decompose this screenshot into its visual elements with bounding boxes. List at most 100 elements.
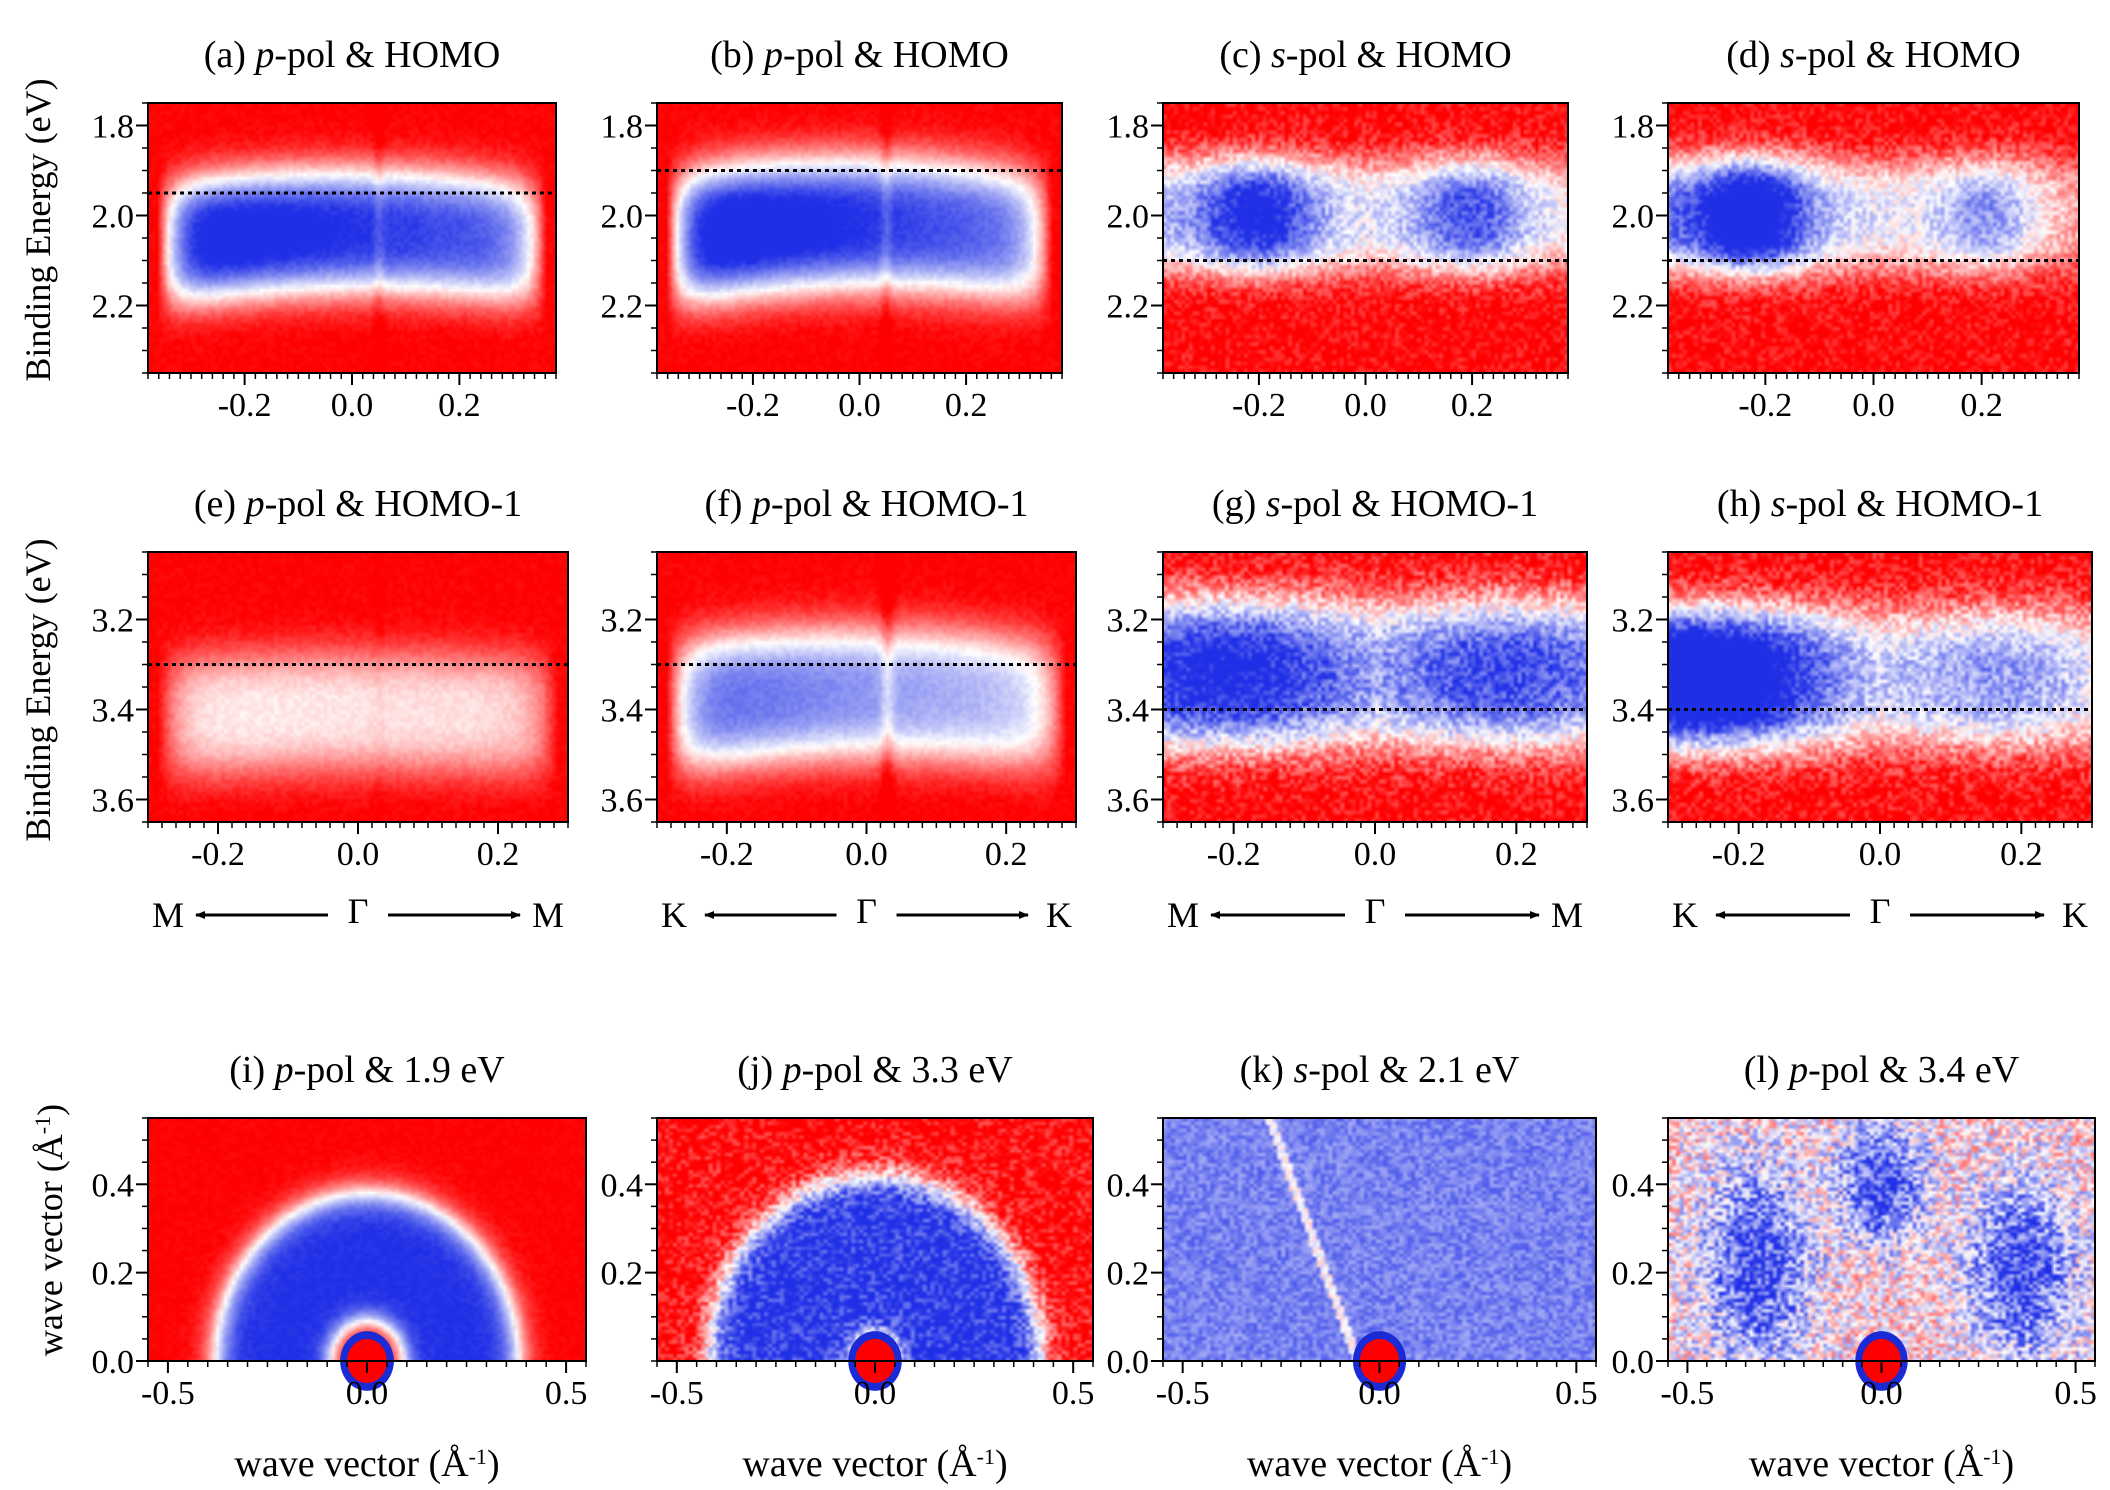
- heatmap-l: [1668, 1118, 2095, 1361]
- title-rest-j: -pol & 3.3 eV: [802, 1049, 1014, 1091]
- y-tick-label-k: 0.0: [1107, 1344, 1150, 1381]
- x-tick-label-j: 0.5: [1052, 1375, 1095, 1412]
- y-tick-label-f: 3.6: [601, 783, 644, 820]
- x-tick-label-i: 0.5: [545, 1375, 588, 1412]
- title-rest-k: -pol & 2.1 eV: [1308, 1049, 1520, 1091]
- panel-g: -0.2 0.0 0.2 3.2 3.4 3.6 (g) s-pol & HOMO-1: [1107, 483, 1588, 873]
- y-tick-label-g: 3.6: [1107, 783, 1150, 820]
- title-rest-b: -pol & HOMO: [783, 34, 1009, 76]
- x-tick-label-i: 0.0: [346, 1375, 389, 1412]
- title-rest-h: -pol & HOMO-1: [1786, 483, 2044, 525]
- direction-right-h: K: [2062, 895, 2088, 935]
- x-tick-label-a: 0.2: [438, 387, 481, 424]
- x-tick-label-a: 0.0: [331, 387, 374, 424]
- x-tick-label-b: 0.0: [838, 387, 881, 424]
- y-tick-label-b: 2.2: [601, 289, 644, 326]
- y-tick-label-h: 3.4: [1612, 693, 1655, 730]
- x-tick-label-d: 0.0: [1852, 387, 1895, 424]
- row3-ylabel: wave vector (Å-1): [30, 1104, 71, 1356]
- title-prefix-g: (g): [1212, 483, 1266, 525]
- x-tick-label-k: -0.5: [1156, 1375, 1210, 1412]
- x-tick-label-j: -0.5: [650, 1375, 704, 1412]
- y-tick-label-k: 0.2: [1107, 1256, 1150, 1293]
- y-tick-label-j: 0.2: [601, 1256, 644, 1293]
- heatmap-j: [657, 1118, 1093, 1361]
- direction-left-e: M: [152, 895, 184, 935]
- x-axis-label-l: wave vector (Å-1): [1749, 1443, 2014, 1485]
- panel-c: -0.2 0.0 0.2 1.8 2.0 2.2 (c) s-pol & HOMO: [1107, 34, 1569, 424]
- y-tick-label-j: 0.4: [601, 1167, 644, 1204]
- heatmap-h: [1668, 552, 2092, 822]
- title-pol-k: s: [1293, 1049, 1308, 1091]
- direction-center-e: Γ: [348, 891, 369, 931]
- x-tick-label-c: -0.2: [1232, 387, 1286, 424]
- title-rest-i: -pol & 1.9 eV: [294, 1049, 506, 1091]
- y-tick-label-l: 0.4: [1612, 1167, 1655, 1204]
- panel-f: -0.2 0.0 0.2 3.2 3.4 3.6 (f) p-pol & HOMO-1: [601, 483, 1077, 873]
- heatmap-b: [657, 103, 1062, 373]
- panel-title-h: (h) s-pol & HOMO-1: [1717, 483, 2043, 525]
- panel-l: -0.5 0.0 0.50.00.20.4(l) p-pol & 3.4 eVwav…: [1612, 1049, 2097, 1485]
- x-tick-label-f: -0.2: [700, 836, 754, 873]
- x-tick-label-k: 0.5: [1555, 1375, 1598, 1412]
- x-axis-label-close: ): [487, 1443, 500, 1485]
- title-prefix-f: (f): [704, 483, 751, 525]
- x-tick-label-g: 0.0: [1354, 836, 1397, 873]
- direction-left-h: K: [1672, 895, 1698, 935]
- row3-ylabel-main: wave vector (Å: [30, 1134, 70, 1356]
- x-tick-label-e: -0.2: [191, 836, 245, 873]
- x-tick-label-h: 0.2: [2000, 836, 2043, 873]
- x-tick-label-d: 0.2: [1960, 387, 2003, 424]
- y-tick-label-f: 3.4: [601, 693, 644, 730]
- x-tick-label-c: 0.2: [1451, 387, 1494, 424]
- y-tick-label-i: 0.4: [92, 1167, 135, 1204]
- x-axis-label-sup: -1: [469, 1444, 487, 1469]
- panel-i: -0.5 0.0 0.50.00.20.4(i) p-pol & 1.9 eVwav…: [92, 1049, 588, 1485]
- panel-title-c: (c) s-pol & HOMO: [1219, 34, 1511, 76]
- panel-title-g: (g) s-pol & HOMO-1: [1212, 483, 1538, 525]
- panel-title-j: (j) p-pol & 3.3 eV: [737, 1049, 1013, 1091]
- panel-k: -0.5 0.0 0.50.00.20.4(k) s-pol & 2.1 eVwav…: [1107, 1049, 1598, 1485]
- x-tick-label-g: 0.2: [1495, 836, 1538, 873]
- title-prefix-k: (k): [1240, 1049, 1294, 1091]
- panel-title-f: (f) p-pol & HOMO-1: [704, 483, 1028, 525]
- y-tick-label-k: 0.4: [1107, 1167, 1150, 1204]
- title-pol-d: s: [1780, 34, 1795, 76]
- title-rest-e: -pol & HOMO-1: [265, 483, 523, 525]
- y-tick-label-l: 0.2: [1612, 1256, 1655, 1293]
- direction-right-f: K: [1046, 895, 1072, 935]
- y-tick-label-b: 2.0: [601, 199, 644, 236]
- title-prefix-i: (i): [229, 1049, 274, 1091]
- x-axis-label-sup: -1: [977, 1444, 995, 1469]
- title-rest-l: -pol & 3.4 eV: [1808, 1049, 2020, 1091]
- direction-center-h: Γ: [1870, 891, 1891, 931]
- y-tick-label-b: 1.8: [601, 109, 644, 146]
- title-pol-j: p: [780, 1049, 802, 1091]
- heatmap-g: [1163, 552, 1587, 822]
- title-prefix-a: (a): [204, 34, 256, 76]
- y-tick-label-c: 2.2: [1107, 289, 1150, 326]
- y-tick-label-h: 3.2: [1612, 603, 1655, 640]
- title-pol-f: p: [749, 483, 771, 525]
- title-rest-a: -pol & HOMO: [274, 34, 500, 76]
- panel-b: -0.2 0.0 0.2 1.8 2.0 2.2 (b) p-pol & HOMO: [601, 34, 1063, 424]
- x-tick-label-f: 0.0: [845, 836, 888, 873]
- direction-left-g: M: [1167, 895, 1199, 935]
- panel-d: -0.2 0.0 0.2 1.8 2.0 2.2 (d) s-pol & HOMO: [1612, 34, 2080, 424]
- y-tick-label-e: 3.6: [92, 783, 135, 820]
- x-tick-label-l: -0.5: [1660, 1375, 1714, 1412]
- x-axis-label-i: wave vector (Å-1): [234, 1443, 499, 1485]
- x-tick-label-b: 0.2: [945, 387, 988, 424]
- x-axis-label-close: ): [2001, 1443, 2014, 1485]
- x-tick-label-h: -0.2: [1712, 836, 1766, 873]
- title-pol-h: s: [1771, 483, 1786, 525]
- x-tick-label-a: -0.2: [218, 387, 272, 424]
- title-prefix-l: (l): [1744, 1049, 1789, 1091]
- panel-title-a: (a) p-pol & HOMO: [204, 34, 501, 76]
- y-tick-label-e: 3.2: [92, 603, 135, 640]
- y-tick-label-i: 0.2: [92, 1256, 135, 1293]
- y-tick-label-a: 2.0: [92, 199, 135, 236]
- x-axis-label-close: ): [995, 1443, 1008, 1485]
- heatmap-a: [148, 103, 556, 373]
